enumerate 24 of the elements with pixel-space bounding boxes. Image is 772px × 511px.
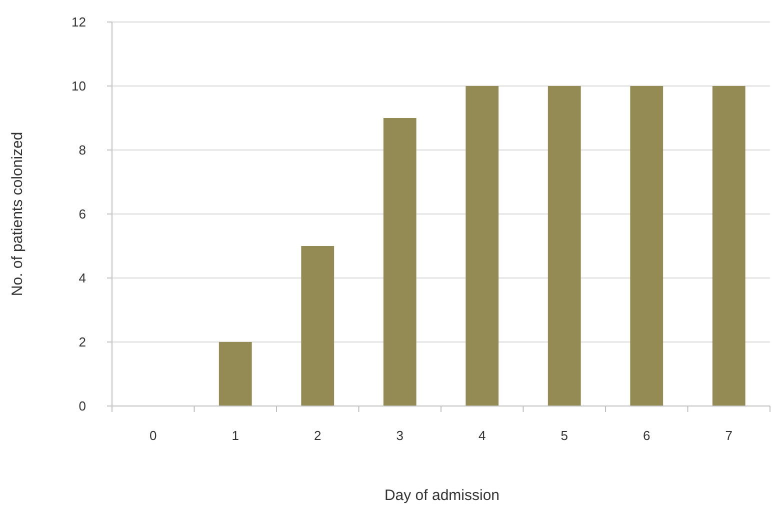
- bar: [301, 246, 334, 406]
- x-tick-label: 4: [478, 428, 486, 443]
- x-tick-label: 1: [232, 428, 239, 443]
- bar: [466, 86, 499, 406]
- x-tick-label: 7: [725, 428, 732, 443]
- bar: [218, 342, 252, 406]
- bar: [712, 86, 746, 406]
- x-tick-label: 5: [560, 428, 568, 443]
- y-tick-label: 10: [72, 78, 86, 94]
- bar: [630, 86, 664, 406]
- y-tick-label: 8: [78, 142, 86, 158]
- y-tick-label: 4: [78, 270, 86, 286]
- bar: [383, 118, 416, 406]
- x-tick-label: 6: [643, 428, 650, 443]
- bar: [548, 86, 581, 406]
- x-tick-label: 3: [396, 428, 404, 443]
- y-tick-label: 0: [78, 398, 86, 414]
- x-tick-label: 0: [150, 428, 157, 443]
- x-tick-label: 2: [314, 428, 322, 443]
- y-tick-label: 12: [72, 14, 86, 30]
- y-axis-title: No. of patients colonized: [9, 132, 26, 296]
- x-axis-title: Day of admission: [384, 487, 500, 504]
- y-tick-label: 6: [78, 206, 86, 222]
- y-tick-label: 2: [78, 334, 86, 350]
